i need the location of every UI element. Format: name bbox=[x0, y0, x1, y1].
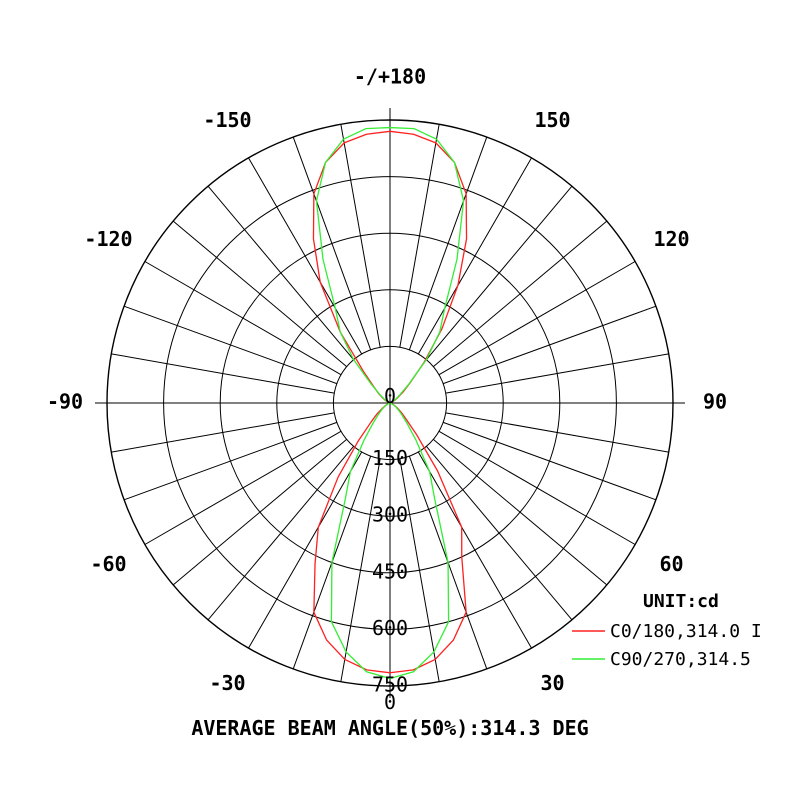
legend-label-c0: C0/180,314.0 I bbox=[610, 621, 762, 642]
series-curve-0 bbox=[312, 130, 468, 674]
angle-label--120: -120 bbox=[84, 227, 132, 251]
grid-spoke-40 bbox=[425, 446, 573, 621]
angle-label-150: 150 bbox=[534, 108, 570, 132]
grid-spoke-190 bbox=[340, 124, 381, 348]
grid-spoke-160 bbox=[408, 136, 488, 350]
grid-spoke-10 bbox=[399, 458, 440, 682]
radial-tick-label-450: 450 bbox=[372, 559, 408, 583]
grid-spoke-170 bbox=[399, 124, 440, 348]
angle-label-30: 30 bbox=[540, 671, 564, 695]
grid-spoke-210 bbox=[248, 157, 363, 355]
radial-tick-label-600: 600 bbox=[372, 616, 408, 640]
grid-spoke-60 bbox=[438, 430, 636, 545]
angle-tick-labels: -/+180 150 -150 120 -120 90 -90 60 -60 30 -30 bbox=[47, 65, 727, 696]
radial-tick-label-0: 0 bbox=[384, 384, 396, 408]
legend: UNIT:cd C0/180,314.0 I C90/270,314.5 bbox=[572, 591, 762, 670]
grid-spoke-330 bbox=[248, 451, 363, 649]
angle-label-60: 60 bbox=[659, 552, 683, 576]
grid-spoke-310 bbox=[172, 438, 347, 586]
grid-spoke-30 bbox=[417, 451, 532, 649]
intensity-curves bbox=[312, 126, 468, 680]
unit-label: UNIT:cd bbox=[643, 591, 719, 612]
grid-spoke-280 bbox=[111, 412, 335, 453]
grid-spoke-240 bbox=[144, 261, 342, 376]
grid-spoke-140 bbox=[425, 185, 573, 360]
grid-spoke-110 bbox=[443, 305, 657, 385]
grid-spoke-120 bbox=[438, 261, 636, 376]
series-curve-1 bbox=[315, 126, 465, 680]
angle-label--30: -30 bbox=[209, 671, 245, 695]
grid-spoke-230 bbox=[172, 220, 347, 368]
grid-spoke-220 bbox=[207, 185, 355, 360]
angle-label--150: -150 bbox=[203, 108, 251, 132]
grid-spoke-250 bbox=[123, 305, 337, 385]
grid-spoke-300 bbox=[144, 430, 342, 545]
radial-tick-label-300: 300 bbox=[372, 503, 408, 527]
radial-tick-label-750: 750 bbox=[372, 673, 408, 697]
beam-angle-footer: AVERAGE BEAM ANGLE(50%):314.3 DEG bbox=[191, 716, 588, 740]
grid-spoke-150 bbox=[417, 157, 532, 355]
grid-spoke-130 bbox=[433, 220, 608, 368]
polar-grid bbox=[95, 108, 685, 698]
angle-label-120: 120 bbox=[653, 227, 689, 251]
grid-spoke-290 bbox=[123, 421, 337, 501]
legend-label-c90: C90/270,314.5 bbox=[610, 649, 751, 670]
grid-spoke-260 bbox=[111, 353, 335, 394]
angle-label-90: 90 bbox=[703, 390, 727, 414]
grid-spoke-200 bbox=[292, 136, 372, 350]
grid-spoke-350 bbox=[340, 458, 381, 682]
grid-spoke-80 bbox=[445, 412, 669, 453]
grid-spoke-70 bbox=[443, 421, 657, 501]
grid-spoke-50 bbox=[433, 438, 608, 586]
angle-label--90: -90 bbox=[47, 390, 83, 414]
grid-spoke-320 bbox=[207, 446, 355, 621]
angle-label-180: -/+180 bbox=[354, 65, 426, 89]
grid-spoke-100 bbox=[445, 353, 669, 394]
angle-label--60: -60 bbox=[90, 552, 126, 576]
angle-label-0: 0 bbox=[384, 690, 396, 714]
radial-tick-label-150: 150 bbox=[372, 446, 408, 470]
